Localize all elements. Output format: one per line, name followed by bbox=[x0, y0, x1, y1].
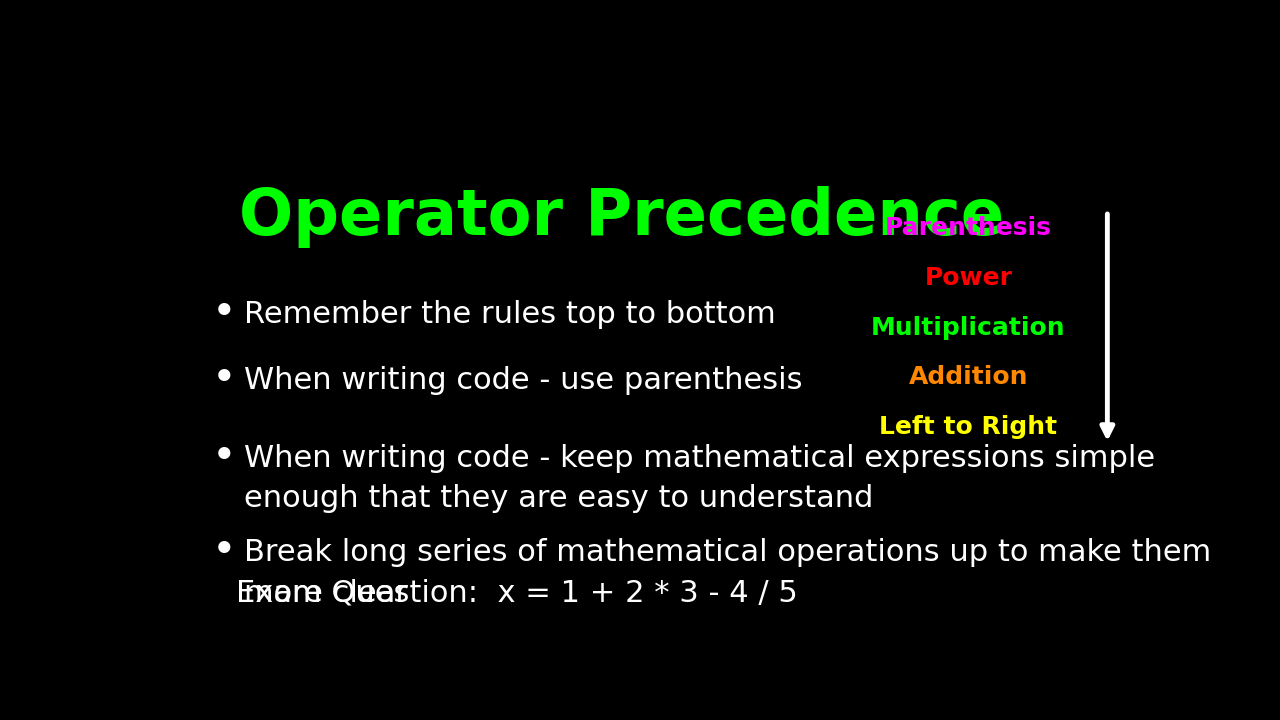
Text: •: • bbox=[212, 292, 237, 333]
Text: Remember the rules top to bottom: Remember the rules top to bottom bbox=[244, 300, 776, 329]
Text: When writing code - use parenthesis: When writing code - use parenthesis bbox=[244, 366, 803, 395]
Text: Operator Precedence: Operator Precedence bbox=[239, 186, 1005, 248]
Text: Exam Question:  x = 1 + 2 * 3 - 4 / 5: Exam Question: x = 1 + 2 * 3 - 4 / 5 bbox=[237, 579, 797, 608]
Text: Multiplication: Multiplication bbox=[872, 315, 1066, 340]
Text: Left to Right: Left to Right bbox=[879, 415, 1057, 439]
Text: Addition: Addition bbox=[909, 366, 1028, 390]
Text: Parenthesis: Parenthesis bbox=[884, 216, 1052, 240]
Text: •: • bbox=[212, 530, 237, 572]
Text: Break long series of mathematical operations up to make them
more clear: Break long series of mathematical operat… bbox=[244, 539, 1212, 608]
Text: •: • bbox=[212, 436, 237, 477]
Text: Power: Power bbox=[924, 266, 1012, 289]
Text: •: • bbox=[212, 358, 237, 400]
Text: When writing code - keep mathematical expressions simple
enough that they are ea: When writing code - keep mathematical ex… bbox=[244, 444, 1156, 513]
